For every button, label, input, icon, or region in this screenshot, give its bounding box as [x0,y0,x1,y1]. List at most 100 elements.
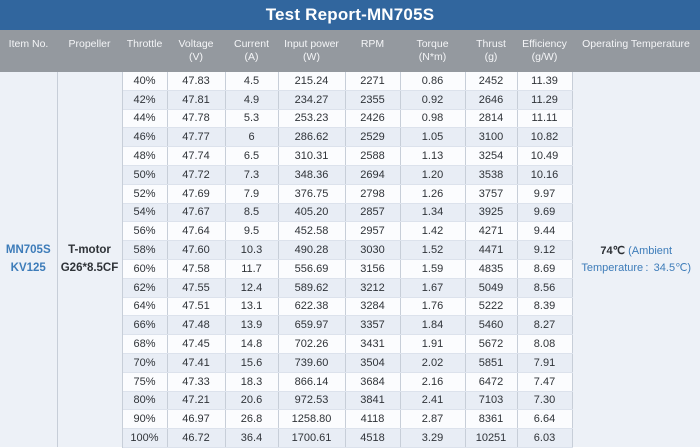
efficiency-cell: 8.69 [517,259,573,279]
rpm-cell: 3212 [345,278,401,298]
propeller-cell-line1: T-motor [68,244,111,257]
torque-cell: 1.76 [400,297,466,317]
input-power-cell: 622.38 [278,297,346,317]
rpm-cell: 4118 [345,409,401,430]
rpm-cell: 2355 [345,90,401,110]
throttle-cell: 50% [122,165,168,185]
data-row-70: 70% 47.41 15.6 739.60 3504 2.02 5851 7.91 [0,353,700,373]
column-label: Propeller [68,38,111,50]
torque-cell: 1.26 [400,184,466,204]
item-no-cell-line1: MN705S [5,244,51,257]
column-label: Current [233,38,269,50]
thrust-cell: 4471 [465,240,518,260]
throttle-cell: 90% [122,409,168,430]
throttle-cell: 54% [122,203,168,223]
input-power-cell: 253.23 [278,109,346,129]
thrust-cell: 4271 [465,221,518,242]
input-power-cell: 1258.80 [278,409,346,430]
efficiency-cell: 8.08 [517,334,573,354]
input-power-cell: 452.58 [278,221,346,242]
voltage-cell: 47.51 [167,297,226,317]
rpm-cell: 2426 [345,109,401,129]
input-power-cell: 739.60 [278,353,346,373]
rpm-cell: 3684 [345,372,401,392]
rpm-cell: 2529 [345,127,401,148]
column-label: Item No. [8,38,49,50]
header-row: Item No. Propeller Throttle Voltage (V) Curre… [0,30,700,72]
thrust-cell: 2814 [465,109,518,129]
current-cell: 6.5 [225,146,279,166]
voltage-cell: 47.64 [167,221,226,242]
torque-cell: 1.20 [400,165,466,185]
rpm-cell: 3030 [345,240,401,260]
input-power-cell: 376.75 [278,184,346,204]
efficiency-cell: 7.91 [517,353,573,373]
column-unit [0,51,57,64]
column-label: Input power [284,38,339,50]
current-cell: 26.8 [225,409,279,430]
torque-cell: 2.02 [400,353,466,373]
data-row-44: 44% 47.78 5.3 253.23 2426 0.98 2814 11.11 [0,109,700,129]
data-row-62: 62% 47.55 12.4 589.62 3212 1.67 5049 8.56 [0,278,700,298]
voltage-cell: 47.48 [167,315,226,336]
thrust-cell: 5049 [465,278,518,298]
input-power-cell: 589.62 [278,278,346,298]
input-power-cell: 972.53 [278,391,346,411]
data-row-48: 48% 47.74 6.5 310.31 2588 1.13 3254 10.49 [0,146,700,166]
current-cell: 13.9 [225,315,279,336]
rpm-cell: 3841 [345,391,401,411]
data-row-66: 66% 47.48 13.9 659.97 3357 1.84 5460 8.27 [0,315,700,336]
current-cell: 5.3 [225,109,279,129]
voltage-cell: 47.72 [167,165,226,185]
thrust-cell: 8361 [465,409,518,430]
rpm-cell: 4518 [345,428,401,448]
rpm-cell: 2857 [345,203,401,223]
table-header: Item No. Propeller Throttle Voltage (V) Curre… [0,30,700,72]
current-cell: 6 [225,127,279,148]
item-no-cell-line2: KV125 [10,261,46,274]
input-power-cell: 702.26 [278,334,346,354]
efficiency-cell: 11.39 [517,72,573,91]
rpm-cell: 3504 [345,353,401,373]
efficiency-cell: 11.29 [517,90,573,110]
torque-cell: 1.84 [400,315,466,336]
torque-cell: 1.67 [400,278,466,298]
data-row-50: 50% 47.72 7.3 348.36 2694 1.20 3538 10.16 [0,165,700,185]
throttle-cell: 48% [122,146,168,166]
data-row-68: 68% 47.45 14.8 702.26 3431 1.91 5672 8.08 [0,334,700,354]
efficiency-cell: 11.11 [517,109,573,129]
torque-cell: 0.86 [400,72,466,91]
input-power-cell: 1700.61 [278,428,346,448]
efficiency-cell: 9.44 [517,221,573,242]
torque-cell: 1.13 [400,146,466,166]
input-power-cell: 234.27 [278,90,346,110]
throttle-cell: 42% [122,90,168,110]
input-power-cell: 348.36 [278,165,346,185]
data-row-80: 80% 47.21 20.6 972.53 3841 2.41 7103 7.30 [0,391,700,411]
throttle-cell: 58% [122,240,168,260]
thrust-cell: 10251 [465,428,518,448]
column-label: Voltage [178,38,214,50]
item-no-cell: MN705S KV125 [0,72,58,448]
current-cell: 12.4 [225,278,279,298]
column-unit [345,51,400,64]
voltage-cell: 47.74 [167,146,226,166]
torque-cell: 1.52 [400,240,466,260]
rpm-cell: 3284 [345,297,401,317]
thrust-cell: 3925 [465,203,518,223]
rpm-cell: 2588 [345,146,401,166]
table-body: MN705S KV125 T-motor G26*8.5CF 40% 47.83 4.5 21… [0,72,700,448]
thrust-cell: 3254 [465,146,518,166]
current-cell: 7.9 [225,184,279,204]
column-header-propeller: Propeller [57,30,122,72]
propeller-cell-line2: G26*8.5CF [60,261,119,274]
input-power-cell: 405.20 [278,203,346,223]
column-header-voltage: Voltage (V) [167,30,225,72]
test-report-table: Item No. Propeller Throttle Voltage (V) Curre… [0,30,700,448]
efficiency-cell: 9.12 [517,240,573,260]
thrust-cell: 5460 [465,315,518,336]
column-unit: (N*m) [418,51,447,63]
throttle-cell: 44% [122,109,168,129]
throttle-cell: 68% [122,334,168,354]
data-row-58: 58% 47.60 10.3 490.28 3030 1.52 4471 9.12 [0,240,700,260]
